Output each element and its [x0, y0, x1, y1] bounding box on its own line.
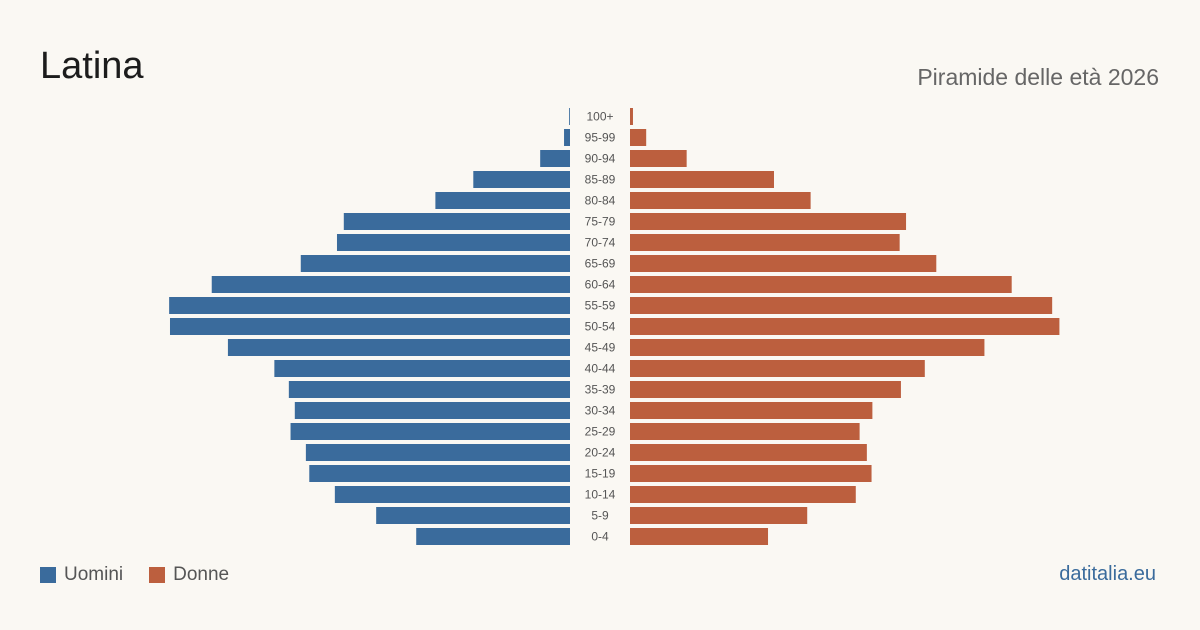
- age-label-65-69: 65-69: [585, 257, 616, 271]
- bar-women-20-24: [630, 444, 867, 461]
- bar-women-95-99: [630, 129, 647, 146]
- bar-men-65-69: [300, 255, 570, 272]
- age-label-75-79: 75-79: [585, 215, 616, 229]
- bar-women-5-9: [630, 507, 808, 524]
- age-label-90-94: 90-94: [585, 152, 616, 166]
- legend-item-men: Uomini: [40, 564, 123, 586]
- age-label-95-99: 95-99: [585, 131, 616, 145]
- bar-women-40-44: [630, 360, 925, 377]
- bar-men-35-39: [288, 381, 570, 398]
- bar-men-75-79: [343, 213, 570, 230]
- bar-women-35-39: [630, 381, 901, 398]
- bar-men-95-99: [564, 129, 570, 146]
- legend-swatch-women: [149, 567, 166, 583]
- bar-men-100+: [569, 108, 570, 125]
- age-label-70-74: 70-74: [585, 236, 616, 250]
- age-label-15-19: 15-19: [585, 467, 616, 481]
- bar-women-25-29: [630, 423, 860, 440]
- age-label-10-14: 10-14: [585, 488, 616, 502]
- chart-title: Latina: [40, 45, 144, 87]
- bar-men-25-29: [290, 423, 570, 440]
- bar-men-55-59: [169, 297, 570, 314]
- bar-men-90-94: [540, 150, 570, 167]
- bar-women-10-14: [630, 486, 856, 503]
- bar-men-10-14: [334, 486, 570, 503]
- bar-men-40-44: [274, 360, 570, 377]
- bar-women-15-19: [630, 465, 872, 482]
- age-label-25-29: 25-29: [585, 425, 616, 439]
- bar-men-50-54: [169, 318, 570, 335]
- age-label-0-4: 0-4: [591, 530, 609, 544]
- age-label-20-24: 20-24: [585, 446, 616, 460]
- age-label-30-34: 30-34: [585, 404, 616, 418]
- bar-women-60-64: [630, 276, 1012, 293]
- age-label-100+: 100+: [586, 110, 613, 124]
- bar-women-80-84: [630, 192, 811, 209]
- legend-label-men: Uomini: [64, 564, 124, 585]
- bar-women-0-4: [630, 528, 769, 545]
- bar-men-5-9: [376, 507, 570, 524]
- bar-women-65-69: [630, 255, 937, 272]
- bar-men-60-64: [211, 276, 570, 293]
- bar-men-0-4: [416, 528, 570, 545]
- age-label-50-54: 50-54: [585, 320, 616, 334]
- bar-women-85-89: [630, 171, 774, 188]
- bar-women-30-34: [630, 402, 873, 419]
- legend-item-women: Donne: [149, 564, 229, 586]
- age-label-85-89: 85-89: [585, 173, 616, 187]
- bar-men-85-89: [473, 171, 570, 188]
- bar-men-45-49: [227, 339, 570, 356]
- legend-label-women: Donne: [173, 564, 230, 585]
- age-label-45-49: 45-49: [585, 341, 616, 355]
- bar-men-30-34: [294, 402, 570, 419]
- age-label-40-44: 40-44: [585, 362, 616, 376]
- bar-men-15-19: [309, 465, 570, 482]
- bar-women-70-74: [630, 234, 900, 251]
- bar-women-90-94: [630, 150, 687, 167]
- bar-women-100+: [630, 108, 633, 125]
- bar-women-50-54: [630, 318, 1060, 335]
- bar-women-75-79: [630, 213, 907, 230]
- age-label-55-59: 55-59: [585, 299, 616, 313]
- bar-men-20-24: [305, 444, 570, 461]
- chart-subtitle: Piramide delle età 2026: [917, 64, 1159, 90]
- age-label-35-39: 35-39: [585, 383, 616, 397]
- age-label-60-64: 60-64: [585, 278, 616, 292]
- bar-women-45-49: [630, 339, 985, 356]
- bar-women-55-59: [630, 297, 1053, 314]
- age-label-80-84: 80-84: [585, 194, 616, 208]
- bar-men-80-84: [435, 192, 570, 209]
- bar-men-70-74: [336, 234, 570, 251]
- source-link[interactable]: datitalia.eu: [1059, 563, 1156, 585]
- legend-swatch-men: [40, 567, 56, 583]
- legend: Uomini Donne: [40, 564, 255, 586]
- age-label-5-9: 5-9: [591, 509, 609, 523]
